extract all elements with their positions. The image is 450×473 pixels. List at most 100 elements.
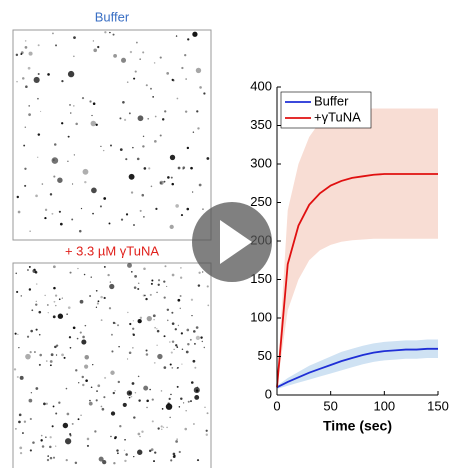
speckle bbox=[139, 58, 141, 60]
speckle bbox=[173, 348, 175, 351]
speckle bbox=[121, 57, 127, 63]
speckle bbox=[143, 385, 149, 391]
speckle bbox=[23, 144, 26, 147]
speckle bbox=[41, 183, 44, 185]
speckle bbox=[27, 66, 31, 70]
speckle bbox=[52, 315, 56, 319]
speckle bbox=[137, 432, 141, 436]
speckle bbox=[166, 426, 168, 429]
speckle bbox=[180, 214, 184, 217]
speckle bbox=[16, 80, 18, 83]
speckle bbox=[163, 180, 166, 183]
speckle bbox=[41, 445, 45, 448]
speckle bbox=[69, 103, 71, 106]
speckle bbox=[52, 265, 56, 269]
speckle bbox=[81, 97, 85, 100]
speckle bbox=[94, 430, 97, 433]
speckle bbox=[193, 330, 196, 333]
y-tick-label: 300 bbox=[250, 155, 272, 170]
x-axis-label: Time (sec) bbox=[323, 418, 392, 434]
play-icon[interactable] bbox=[220, 220, 252, 264]
x-tick-label: 50 bbox=[323, 398, 337, 413]
speckle bbox=[93, 48, 98, 53]
speckle bbox=[13, 368, 17, 371]
speckle bbox=[117, 452, 119, 455]
speckle bbox=[117, 324, 120, 327]
speckle bbox=[194, 366, 197, 369]
speckle bbox=[187, 342, 190, 346]
play-button[interactable] bbox=[192, 202, 272, 282]
speckle bbox=[176, 438, 178, 440]
speckle bbox=[79, 299, 84, 304]
speckle bbox=[37, 133, 41, 136]
speckle bbox=[91, 114, 93, 117]
speckle bbox=[19, 375, 24, 380]
speckle bbox=[202, 208, 204, 210]
speckle bbox=[73, 36, 76, 40]
speckle bbox=[52, 32, 54, 35]
speckle bbox=[90, 120, 97, 127]
speckle bbox=[49, 436, 52, 439]
speckle bbox=[137, 115, 144, 122]
y-tick-label: 250 bbox=[250, 194, 272, 209]
speckle bbox=[107, 273, 110, 277]
speckle bbox=[29, 417, 32, 421]
speckle bbox=[43, 402, 46, 406]
speckle bbox=[166, 319, 169, 322]
speckle bbox=[163, 366, 167, 369]
speckle bbox=[200, 336, 203, 339]
speckle bbox=[116, 449, 119, 452]
speckle bbox=[95, 123, 98, 126]
speckle bbox=[96, 302, 100, 305]
speckle bbox=[166, 308, 170, 312]
speckle bbox=[21, 77, 25, 80]
speckle bbox=[123, 449, 126, 451]
y-tick-label: 50 bbox=[258, 348, 272, 363]
speckle bbox=[92, 212, 94, 215]
speckle bbox=[81, 339, 87, 345]
speckle bbox=[128, 392, 131, 394]
speckle bbox=[148, 167, 151, 170]
x-tick-label: 150 bbox=[427, 398, 449, 413]
speckle bbox=[118, 346, 120, 348]
speckle bbox=[66, 313, 68, 315]
speckle bbox=[132, 146, 134, 149]
speckle bbox=[28, 288, 32, 291]
speckle bbox=[142, 145, 145, 148]
speckle bbox=[65, 459, 68, 462]
speckle bbox=[61, 122, 64, 125]
speckle bbox=[127, 311, 129, 314]
speckle bbox=[40, 439, 43, 442]
speckle bbox=[82, 335, 85, 339]
speckle bbox=[15, 272, 17, 275]
speckle bbox=[157, 283, 160, 286]
speckle bbox=[177, 298, 181, 302]
speckle bbox=[24, 167, 27, 170]
y-tick-label: 150 bbox=[250, 271, 272, 286]
speckle bbox=[114, 435, 118, 439]
speckle bbox=[143, 167, 147, 170]
speckle bbox=[84, 324, 87, 327]
speckle bbox=[39, 353, 42, 357]
speckle bbox=[156, 344, 158, 346]
speckle bbox=[72, 326, 76, 330]
speckle bbox=[117, 380, 120, 384]
chart: 050100150200250300350400050100150Time (s… bbox=[250, 78, 449, 433]
speckle bbox=[73, 105, 75, 107]
speckle bbox=[86, 437, 90, 441]
speckle bbox=[83, 273, 86, 276]
speckle bbox=[151, 420, 154, 423]
speckle bbox=[24, 184, 27, 187]
speckle bbox=[110, 333, 113, 336]
speckle bbox=[110, 435, 112, 438]
speckle bbox=[178, 450, 181, 454]
speckle bbox=[151, 279, 154, 282]
speckle bbox=[58, 298, 61, 301]
speckle bbox=[55, 344, 59, 347]
speckle bbox=[134, 70, 137, 73]
speckle bbox=[73, 55, 75, 58]
speckle bbox=[55, 354, 58, 356]
speckle bbox=[31, 309, 34, 312]
speckle bbox=[203, 346, 206, 349]
speckle bbox=[67, 135, 70, 138]
